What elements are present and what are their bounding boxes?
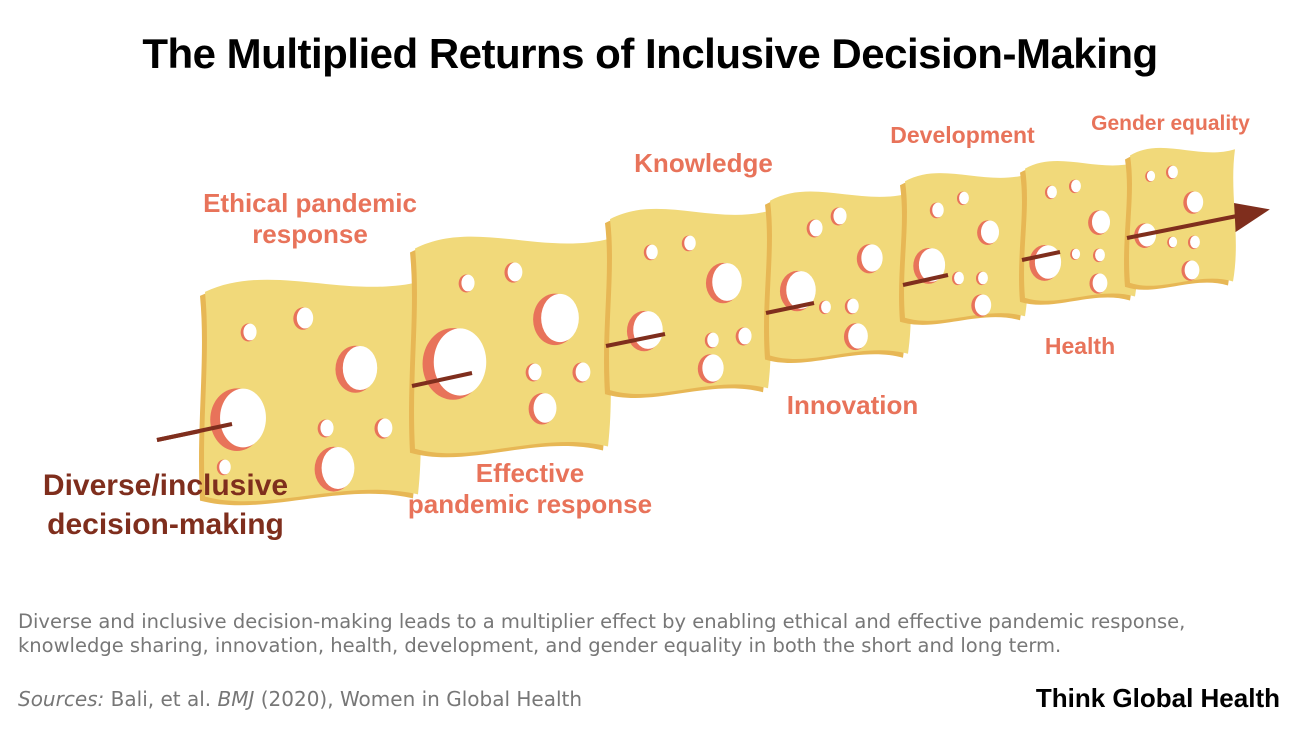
arrow-segment bbox=[765, 301, 815, 315]
cheese-hole bbox=[1047, 185, 1057, 199]
cheese-hole bbox=[528, 363, 542, 381]
cheese-hole bbox=[1146, 170, 1156, 182]
cheese-hole bbox=[1034, 245, 1062, 279]
cheese-hole bbox=[1168, 165, 1178, 179]
arrow-segment bbox=[1021, 250, 1061, 262]
cheese-hole bbox=[342, 345, 378, 391]
cheese-hole bbox=[738, 327, 752, 345]
cheese-hole bbox=[821, 300, 831, 314]
cheese-hole bbox=[702, 354, 724, 382]
cheese-hole bbox=[786, 271, 816, 309]
cheese-slice-4 bbox=[764, 191, 911, 363]
cheese-hole bbox=[1092, 273, 1108, 293]
sources-line: Sources: Bali, et al. BMJ (2020), Women … bbox=[18, 687, 582, 711]
cheese-hole bbox=[533, 393, 557, 423]
cheese-hole bbox=[433, 328, 487, 396]
arrow-segment bbox=[605, 332, 666, 348]
cheese-hole bbox=[575, 362, 591, 382]
cheese-hole bbox=[712, 263, 742, 301]
cheese-hole bbox=[296, 307, 314, 329]
cheese-hole bbox=[320, 419, 334, 437]
cheese-hole bbox=[1071, 179, 1081, 193]
cheese-slice-7 bbox=[1124, 147, 1236, 290]
cheese-hole bbox=[220, 388, 266, 448]
cheese-hole bbox=[707, 332, 719, 348]
cheese-slice-face bbox=[1129, 147, 1236, 286]
origin-label-line-2: decision-making bbox=[47, 508, 284, 541]
page-title: The Multiplied Returns of Inclusive Deci… bbox=[142, 30, 1158, 77]
arrowhead-icon bbox=[1238, 211, 1262, 222]
arrow-through-holes bbox=[156, 209, 1263, 442]
sources-label: Sources: bbox=[18, 687, 105, 711]
cheese-hole bbox=[974, 294, 992, 316]
label-innovation: Innovation bbox=[780, 390, 925, 421]
arrow-segment bbox=[902, 273, 949, 287]
brand-logo-text: Think Global Health bbox=[1035, 683, 1280, 713]
label-effective-line-2: pandemic response bbox=[407, 489, 653, 520]
label-effective: Effective pandemic response bbox=[405, 458, 655, 520]
cheese-hole bbox=[954, 271, 964, 285]
label-development-line-1: Development bbox=[890, 122, 1035, 148]
label-health: Health bbox=[1030, 333, 1130, 361]
label-innovation-line-1: Innovation bbox=[786, 390, 919, 420]
cheese-slice-2 bbox=[409, 236, 611, 458]
label-knowledge: Knowledge bbox=[626, 148, 781, 179]
cheese-slice-1 bbox=[199, 279, 421, 506]
cheese-hole bbox=[1186, 191, 1204, 213]
cheese-hole bbox=[848, 323, 868, 349]
cheese-hole bbox=[219, 459, 231, 475]
cheese-slices-diagram bbox=[156, 147, 1270, 506]
label-knowledge-line-1: Knowledge bbox=[634, 148, 773, 178]
cheese-hole bbox=[1168, 236, 1178, 248]
cheese-hole bbox=[1190, 235, 1200, 249]
cheese-hole bbox=[809, 219, 823, 237]
cheese-hole bbox=[633, 311, 663, 349]
label-gender: Gender equality bbox=[1088, 111, 1253, 136]
cheese-hole bbox=[1071, 248, 1081, 260]
cheese-hole bbox=[507, 262, 523, 282]
cheese-hole bbox=[243, 323, 257, 341]
cheese-slice-face bbox=[769, 191, 911, 359]
label-ethical: Ethical pandemic response bbox=[190, 188, 430, 250]
sources-rest: (2020), Women in Global Health bbox=[254, 687, 583, 711]
cheese-hole bbox=[980, 220, 1000, 244]
cheese-slice-face bbox=[204, 279, 421, 502]
arrow-segment bbox=[1126, 209, 1263, 240]
cheese-hole bbox=[833, 207, 847, 225]
cheese-slice-5 bbox=[899, 173, 1028, 325]
cheese-hole bbox=[1091, 210, 1111, 234]
sources-journal: BMJ bbox=[217, 687, 255, 711]
cheese-hole bbox=[978, 271, 988, 285]
cheese-hole bbox=[932, 202, 944, 218]
caption: Diverse and inclusive decision-making le… bbox=[18, 610, 1186, 658]
label-effective-line-1: Effective bbox=[475, 458, 585, 488]
label-health-line-1: Health bbox=[1044, 333, 1116, 359]
arrow-segment bbox=[411, 371, 473, 388]
cheese-hole bbox=[847, 298, 859, 314]
cheese-slice-3 bbox=[604, 208, 771, 399]
cheese-hole bbox=[861, 244, 883, 272]
cheese-hole bbox=[918, 248, 946, 282]
cheese-hole bbox=[1095, 248, 1105, 262]
cheese-hole bbox=[646, 244, 658, 260]
cheese-hole bbox=[461, 274, 475, 292]
origin-label: Diverse/inclusive decision-making bbox=[28, 466, 303, 544]
arrow-segment bbox=[156, 422, 233, 442]
label-ethical-line-1: Ethical pandemic bbox=[203, 188, 417, 218]
cheese-hole bbox=[321, 447, 355, 489]
cheese-slice-6 bbox=[1019, 160, 1138, 305]
cheese-hole bbox=[377, 418, 393, 438]
cheese-hole bbox=[541, 293, 579, 343]
label-gender-line-1: Gender equality bbox=[1091, 112, 1250, 135]
origin-label-line-1: Diverse/inclusive bbox=[42, 469, 289, 502]
label-ethical-line-2: response bbox=[252, 219, 368, 250]
cheese-hole bbox=[684, 235, 696, 251]
label-development: Development bbox=[880, 122, 1045, 150]
sources-authors: Bali, et al. bbox=[104, 687, 218, 711]
cheese-hole bbox=[959, 191, 969, 205]
cheese-hole bbox=[1184, 260, 1200, 280]
